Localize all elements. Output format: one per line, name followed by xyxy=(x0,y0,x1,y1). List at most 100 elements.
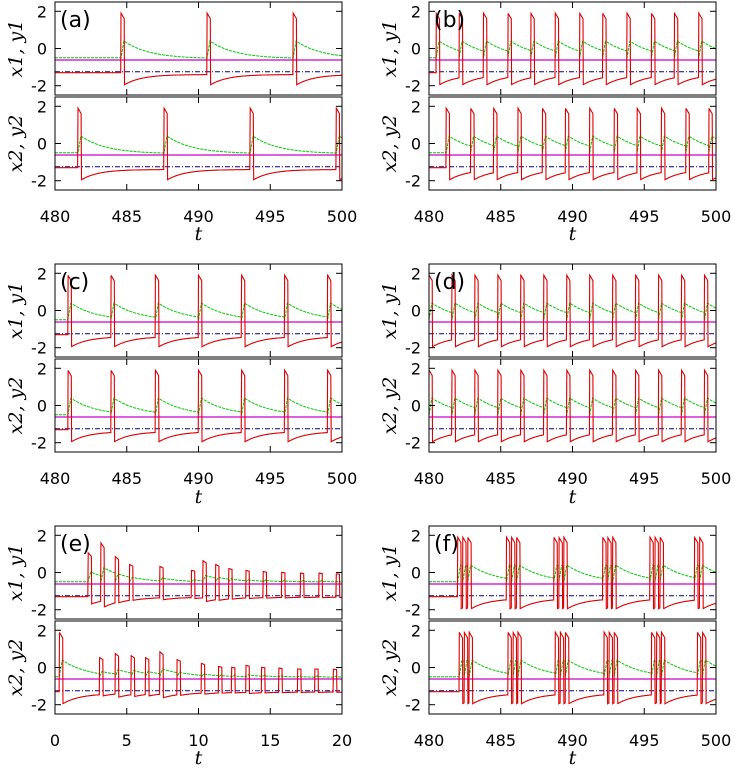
trace-x1 xyxy=(55,541,342,608)
x-tick-label: 500 xyxy=(701,207,732,226)
x-tick-label: 485 xyxy=(485,469,516,488)
plot-area xyxy=(55,368,342,443)
x-tick-label: 490 xyxy=(183,469,214,488)
y-axis-label: x1, y1 xyxy=(5,282,27,340)
x-tick-label: 500 xyxy=(701,731,732,750)
y-tick-label: 2 xyxy=(411,2,421,21)
y-tick-label: 2 xyxy=(37,621,47,640)
trace-y2 xyxy=(429,135,716,154)
subplot-bottom: -2 0 2 x2, y2 xyxy=(5,96,343,191)
trace-x2 xyxy=(55,368,342,443)
y-tick-label: -2 xyxy=(31,172,47,191)
x-tick-label: 480 xyxy=(414,731,445,750)
y-tick-label: 2 xyxy=(37,526,47,545)
y-tick-label: 0 xyxy=(411,564,421,583)
panel-label: (d) xyxy=(434,270,465,295)
y-tick-label: -2 xyxy=(31,434,47,453)
subplot-top: -2 0 2 x1, y1 xyxy=(379,525,717,620)
y-tick-label: 0 xyxy=(37,564,47,583)
trace-x1 xyxy=(55,11,342,86)
y-axis-label: x2, y2 xyxy=(379,639,401,697)
y-tick-label: -2 xyxy=(31,601,47,620)
subplot-top: -2 0 2 x1, y1 xyxy=(5,1,343,96)
y-tick-label: 0 xyxy=(411,135,421,154)
panel-label: (c) xyxy=(60,270,89,295)
plot-area xyxy=(55,632,342,705)
panel-label: (f) xyxy=(434,532,459,557)
y-tick-label: 2 xyxy=(37,2,47,21)
subplot-top: -2 0 2 x1, y1 xyxy=(379,263,717,358)
trace-y1 xyxy=(55,40,342,59)
trace-x2 xyxy=(429,368,716,443)
x-tick-label: 490 xyxy=(557,731,588,750)
subplot-bottom: -2 0 2 x2, y2 xyxy=(379,96,717,191)
trace-x1 xyxy=(55,273,342,348)
axes-frame xyxy=(428,358,717,453)
y-tick-label: 2 xyxy=(411,621,421,640)
x-tick-label: 500 xyxy=(701,469,732,488)
y-axis-label: x1, y1 xyxy=(379,20,401,78)
axes-frame xyxy=(54,620,343,715)
y-axis-label: x1, y1 xyxy=(5,544,27,602)
trace-y1 xyxy=(55,566,342,584)
y-tick-label: -2 xyxy=(31,339,47,358)
trace-y2 xyxy=(55,397,342,416)
y-tick-label: 2 xyxy=(37,359,47,378)
axes-frame xyxy=(428,525,717,620)
axes-frame xyxy=(428,263,717,358)
x-tick-label: 495 xyxy=(629,207,660,226)
trace-y2 xyxy=(55,135,342,154)
y-tick-label: 0 xyxy=(37,40,47,59)
x-axis-label: t xyxy=(195,747,203,769)
subplot-bottom: -2 0 2 x2, y2 xyxy=(5,358,343,453)
y-axis-label: x2, y2 xyxy=(5,639,27,697)
plot-area xyxy=(429,368,716,443)
y-tick-label: 2 xyxy=(37,264,47,283)
panel-label: (b) xyxy=(434,8,465,33)
y-axis-label: x2, y2 xyxy=(5,377,27,435)
x-tick-label: 15 xyxy=(260,731,280,750)
y-tick-label: 0 xyxy=(37,302,47,321)
trace-x2 xyxy=(429,630,716,705)
y-tick-label: -2 xyxy=(405,601,421,620)
x-tick-label: 480 xyxy=(414,469,445,488)
plot-area xyxy=(429,630,716,705)
y-tick-label: -2 xyxy=(405,77,421,96)
trace-y1 xyxy=(429,40,716,59)
x-tick-label: 490 xyxy=(183,207,214,226)
panel-label: (e) xyxy=(60,532,91,557)
trace-y2 xyxy=(429,397,716,415)
plot-area xyxy=(429,11,716,86)
x-axis-label: t xyxy=(569,747,577,769)
plot-area xyxy=(55,11,342,86)
x-tick-label: 480 xyxy=(40,207,71,226)
y-tick-label: -2 xyxy=(405,172,421,191)
y-tick-label: -2 xyxy=(405,434,421,453)
trace-x1 xyxy=(429,273,716,348)
trace-y1 xyxy=(429,302,716,320)
plot-area xyxy=(429,535,716,610)
y-tick-label: 2 xyxy=(411,359,421,378)
x-tick-label: 485 xyxy=(485,731,516,750)
plot-area xyxy=(429,273,716,348)
y-tick-label: 2 xyxy=(37,97,47,116)
x-tick-label: 495 xyxy=(255,469,286,488)
trace-y1 xyxy=(429,564,716,583)
x-tick-label: 20 xyxy=(332,731,352,750)
subplot-top: -2 0 2 x1, y1 xyxy=(379,1,717,96)
y-tick-label: 0 xyxy=(37,135,47,154)
y-tick-label: 0 xyxy=(411,302,421,321)
axes-frame xyxy=(54,96,343,191)
plot-area xyxy=(55,273,342,348)
panel-label: (a) xyxy=(60,8,91,33)
x-tick-label: 485 xyxy=(485,207,516,226)
y-tick-label: -2 xyxy=(405,696,421,715)
x-axis-label: t xyxy=(569,486,577,508)
subplot-bottom: -2 0 2 x2, y2 xyxy=(379,620,717,715)
trace-y2 xyxy=(429,659,716,678)
plot-area xyxy=(429,106,716,181)
trace-x2 xyxy=(55,106,342,181)
